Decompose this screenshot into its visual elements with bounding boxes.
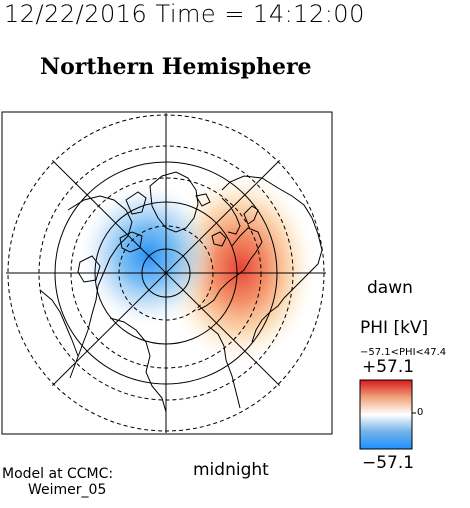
plot-frame (1, 111, 333, 435)
arctic-islands (119, 231, 143, 253)
colorbar-min-label: −57.1 (362, 453, 415, 473)
scandinavia-coastline (221, 197, 241, 235)
meridian-diagonal-2 (51, 159, 281, 387)
kamchatka-coastline (207, 325, 241, 409)
hudson-bay (77, 255, 101, 283)
model-label: Model at CCMC: (2, 466, 114, 482)
model-name: Weimer_05 (28, 482, 107, 498)
novaya-zemlya (243, 205, 259, 225)
colorbar (359, 379, 413, 450)
svalbard (211, 231, 227, 247)
midnight-label: midnight (193, 460, 269, 480)
asia-coastline (221, 175, 323, 343)
meridian-lines (6, 113, 326, 433)
dawn-label: dawn (367, 278, 413, 298)
plot-title: Northern Hemisphere (40, 54, 312, 80)
east-coast-america (39, 289, 79, 357)
colorbar-max-label: +57.1 (362, 357, 415, 377)
coastlines (39, 171, 323, 413)
alaska-coastline (109, 317, 167, 413)
colorbar-zero-label: 0 (417, 407, 424, 418)
iceland (195, 193, 211, 207)
canada-coastline (67, 195, 133, 379)
colorbar-range: −57.1<PHI<47.4 (360, 347, 447, 358)
timestamp: 12/22/2016 Time = 14:12:00 (4, 0, 365, 28)
colorbar-title: PHI [kV] (360, 318, 429, 338)
greenland-coastline (149, 171, 199, 233)
